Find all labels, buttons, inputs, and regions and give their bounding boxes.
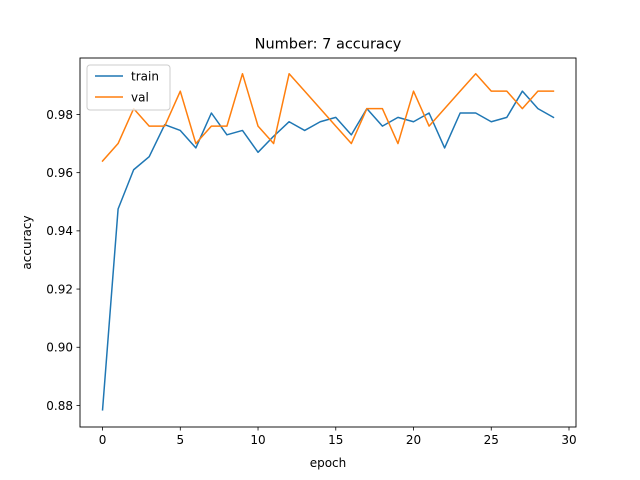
legend: train val [86,64,171,111]
y-axis-label: accuracy [20,215,34,269]
y-tick-label: 0.90 [46,341,73,355]
y-tick-label: 0.96 [46,166,73,180]
chart-title: Number: 7 accuracy [255,37,402,53]
legend-label-val: val [131,90,149,104]
x-tick-label: 25 [484,433,499,447]
x-tick-label: 20 [406,433,421,447]
y-tick-label: 0.94 [46,224,73,238]
y-tick-label: 0.88 [46,399,73,413]
x-axis-ticks: 0 5 10 15 20 25 30 [99,427,577,447]
series-line-train [101,90,555,411]
x-tick-label: 5 [176,433,184,447]
plot-lines [101,72,555,411]
legend-label-train: train [131,69,159,83]
plot-frame [79,57,577,428]
x-tick-label: 10 [250,433,265,447]
y-tick-label: 0.92 [46,282,73,296]
x-tick-label: 0 [99,433,107,447]
y-axis-ticks: 0.88 0.90 0.92 0.94 0.96 0.98 [46,108,80,413]
y-tick-label: 0.98 [46,108,73,122]
x-tick-label: 15 [328,433,343,447]
series-line-val [101,72,555,163]
x-tick-label: 30 [561,433,576,447]
x-axis-label: epoch [310,456,347,470]
